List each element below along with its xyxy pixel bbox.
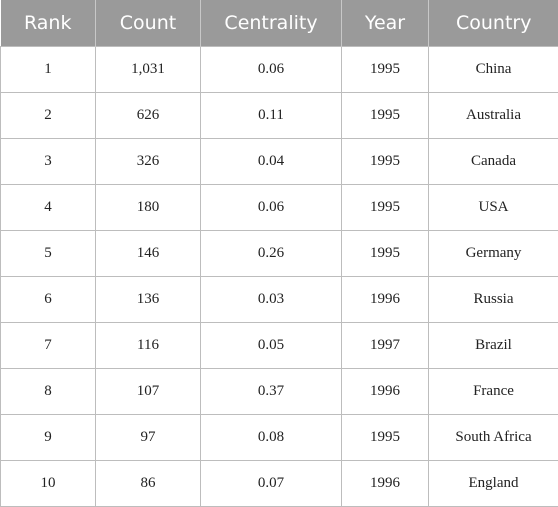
- cell-count: 86: [95, 459, 201, 507]
- cell-rank: 4: [0, 183, 96, 231]
- cell-year: 1996: [341, 275, 429, 323]
- cell-country: Australia: [428, 91, 558, 139]
- cell-count: 326: [95, 137, 201, 185]
- table-row: 2 626 0.11 1995 Australia: [0, 91, 558, 139]
- cell-country: Russia: [428, 275, 558, 323]
- header-centrality: Centrality: [200, 0, 342, 46]
- cell-count: 136: [95, 275, 201, 323]
- cell-year: 1995: [341, 45, 429, 93]
- table-row: 9 97 0.08 1995 South Africa: [0, 413, 558, 461]
- cell-count: 116: [95, 321, 201, 369]
- header-country: Country: [428, 0, 558, 46]
- cell-centrality: 0.08: [200, 413, 342, 461]
- cell-centrality: 0.11: [200, 91, 342, 139]
- cell-count: 107: [95, 367, 201, 415]
- table-row: 3 326 0.04 1995 Canada: [0, 137, 558, 185]
- table-row: 6 136 0.03 1996 Russia: [0, 275, 558, 323]
- cell-count: 626: [95, 91, 201, 139]
- cell-year: 1996: [341, 459, 429, 507]
- cell-year: 1995: [341, 229, 429, 277]
- cell-centrality: 0.07: [200, 459, 342, 507]
- cell-rank: 5: [0, 229, 96, 277]
- cell-country: Brazil: [428, 321, 558, 369]
- cell-centrality: 0.26: [200, 229, 342, 277]
- header-count: Count: [95, 0, 201, 46]
- table-row: 7 116 0.05 1997 Brazil: [0, 321, 558, 369]
- cell-rank: 1: [0, 45, 96, 93]
- cell-country: Germany: [428, 229, 558, 277]
- table-row: 5 146 0.26 1995 Germany: [0, 229, 558, 277]
- cell-country: Canada: [428, 137, 558, 185]
- cell-count: 97: [95, 413, 201, 461]
- cell-year: 1997: [341, 321, 429, 369]
- cell-year: 1995: [341, 183, 429, 231]
- table-row: 10 86 0.07 1996 England: [0, 459, 558, 507]
- cell-rank: 8: [0, 367, 96, 415]
- header-rank: Rank: [0, 0, 96, 46]
- table-row: 4 180 0.06 1995 USA: [0, 183, 558, 231]
- cell-centrality: 0.04: [200, 137, 342, 185]
- cell-count: 1,031: [95, 45, 201, 93]
- cell-country: USA: [428, 183, 558, 231]
- cell-rank: 9: [0, 413, 96, 461]
- cell-rank: 10: [0, 459, 96, 507]
- cell-year: 1995: [341, 413, 429, 461]
- cell-rank: 7: [0, 321, 96, 369]
- cell-country: France: [428, 367, 558, 415]
- cell-centrality: 0.05: [200, 321, 342, 369]
- cell-country: England: [428, 459, 558, 507]
- cell-rank: 3: [0, 137, 96, 185]
- cell-rank: 6: [0, 275, 96, 323]
- cell-centrality: 0.03: [200, 275, 342, 323]
- cell-year: 1995: [341, 137, 429, 185]
- cell-country: South Africa: [428, 413, 558, 461]
- cell-count: 146: [95, 229, 201, 277]
- cell-centrality: 0.37: [200, 367, 342, 415]
- cell-centrality: 0.06: [200, 183, 342, 231]
- header-row: Rank Count Centrality Year Country: [0, 0, 558, 46]
- cell-rank: 2: [0, 91, 96, 139]
- table-row: 1 1,031 0.06 1995 China: [0, 45, 558, 93]
- cell-year: 1995: [341, 91, 429, 139]
- cell-centrality: 0.06: [200, 45, 342, 93]
- table-row: 8 107 0.37 1996 France: [0, 367, 558, 415]
- header-year: Year: [341, 0, 429, 46]
- cell-year: 1996: [341, 367, 429, 415]
- cell-country: China: [428, 45, 558, 93]
- cell-count: 180: [95, 183, 201, 231]
